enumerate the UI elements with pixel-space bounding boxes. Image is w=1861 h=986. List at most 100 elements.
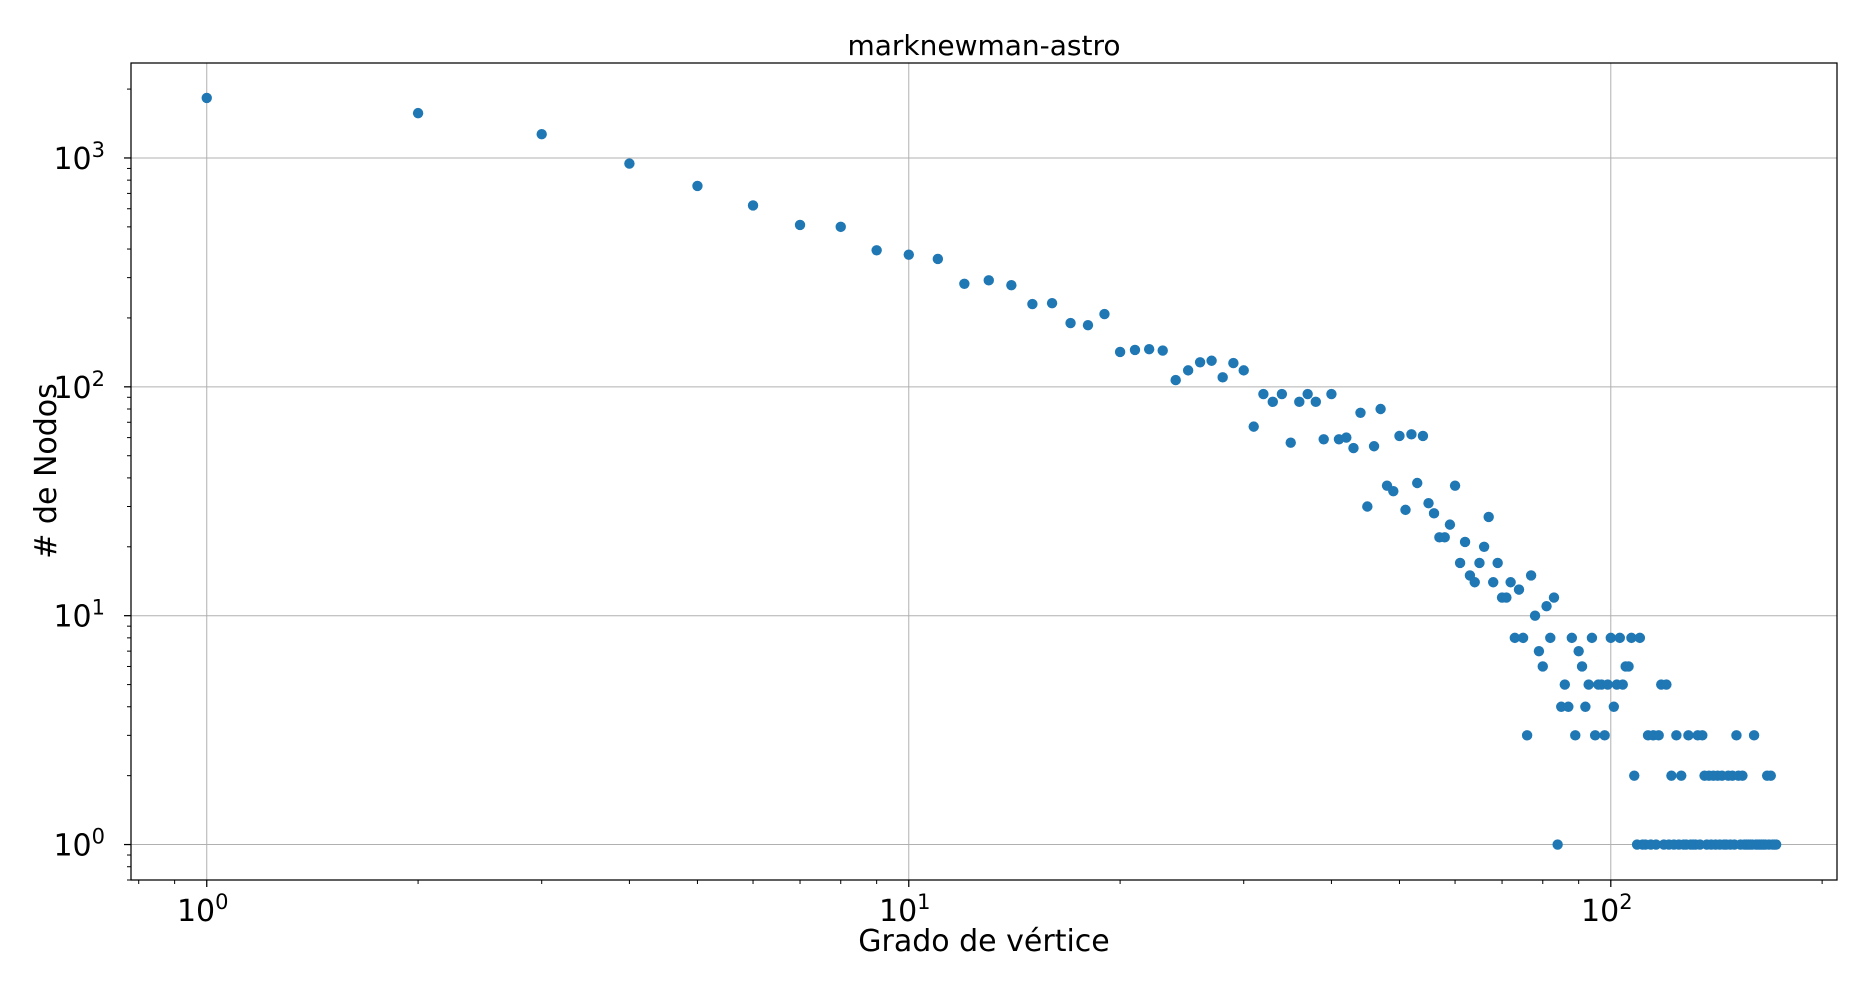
data-point [1563,701,1574,712]
data-point [1412,477,1423,489]
data-point [1341,432,1352,443]
data-point [1566,632,1578,644]
data-point [1533,645,1545,657]
data-point [1375,403,1386,415]
data-point [1488,577,1499,588]
data-point [1368,441,1380,452]
data-point [983,275,994,286]
data-point [1770,839,1782,850]
x-axis-label: Grado de vértice [858,924,1110,959]
data-point [1326,388,1337,400]
data-point [1650,839,1662,850]
data-points [201,92,1782,850]
data-point [692,180,703,192]
data-point [1525,570,1537,581]
data-point [1099,308,1110,320]
data-point [201,92,212,104]
data-point [1573,645,1584,657]
data-point [1082,319,1094,331]
data-point [1348,442,1359,454]
data-point [1629,770,1640,781]
data-point [1748,730,1760,741]
data-point [1623,661,1634,672]
data-point [1046,297,1058,309]
data-point [1267,396,1278,408]
data-point [536,129,547,140]
data-point [412,107,424,119]
data-point [794,219,806,231]
y-tick-label: 101 [53,596,105,635]
data-point [1602,679,1613,690]
data-point [1737,770,1748,781]
data-point [1143,344,1155,355]
data-point [1439,532,1450,543]
data-point [959,278,970,289]
data-point [1444,519,1456,530]
data-point [1170,374,1181,386]
data-point [1423,498,1434,509]
data-point [1548,592,1560,603]
data-point [1589,730,1601,741]
data-point [747,200,759,211]
data-point [1634,632,1646,644]
data-point [1505,577,1516,588]
data-point [1114,346,1126,358]
data-point [932,253,944,265]
data-point [1285,437,1296,448]
grid-lines [131,63,1837,880]
data-point [1065,317,1076,329]
data-point [1731,730,1742,741]
data-point [1474,557,1485,569]
data-point [1517,632,1529,644]
data-point [1617,679,1628,690]
x-tick-label: 102 [1581,890,1633,929]
data-point [1537,661,1548,672]
data-point [1238,365,1249,376]
data-point [1194,357,1206,368]
data-point [1157,345,1168,356]
data-point [1661,679,1672,690]
data-point [1605,632,1616,644]
data-point [1599,730,1610,741]
data-point [1248,421,1259,432]
data-point [1541,601,1552,612]
data-point [1614,632,1626,644]
data-point [1318,434,1329,445]
plot-area-frame [130,62,1838,881]
data-point [1765,770,1776,781]
data-point [1521,730,1533,741]
data-point [1666,770,1677,781]
data-point [1258,388,1269,400]
data-point [1483,511,1494,523]
data-point [1671,730,1682,741]
data-point [1206,355,1217,366]
data-point [1653,730,1664,741]
data-point [1513,584,1525,595]
data-point [1394,430,1405,442]
data-point [1586,632,1598,644]
data-point [835,221,846,233]
data-point [1683,730,1694,741]
data-point [1469,577,1480,588]
data-point [1294,396,1305,408]
data-point [1552,839,1563,850]
data-point [1276,388,1288,400]
data-point [1355,407,1366,419]
data-point [1501,592,1512,603]
data-point [1362,501,1373,512]
y-axis-label: # de Nodos [29,383,64,559]
data-point [1449,480,1461,491]
data-point [1676,770,1687,781]
data-point [1129,344,1141,356]
data-point [903,249,914,260]
data-point [871,245,882,256]
data-point [1400,504,1411,516]
data-point [1406,429,1417,440]
data-point [1626,632,1637,644]
data-point [1302,388,1313,400]
data-point [1545,632,1556,644]
data-point [1417,430,1429,442]
data-point [1478,541,1490,552]
